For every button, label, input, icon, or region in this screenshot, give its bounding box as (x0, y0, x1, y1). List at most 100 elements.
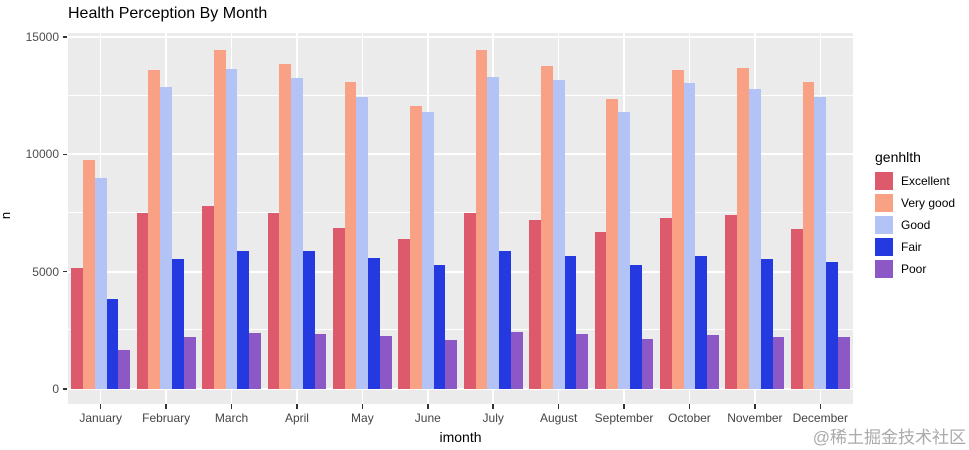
bar-very-good (540, 66, 553, 389)
x-axis-title: imonth (439, 429, 482, 445)
x-axis-tick-label: January (79, 411, 123, 425)
legend-swatch-icon (875, 216, 893, 234)
bar-fair (629, 264, 642, 389)
bar-excellent (267, 213, 280, 389)
gridline-major (68, 388, 853, 390)
bar-fair (106, 298, 119, 389)
bar-very-good (410, 106, 422, 389)
bar-excellent (398, 238, 411, 389)
bar-fair (172, 258, 184, 389)
bar-excellent (71, 268, 84, 389)
legend: genhlth Excellent Very good Good Fair Poor (875, 149, 955, 282)
bar-excellent (594, 231, 607, 389)
bar-excellent (790, 229, 803, 389)
bar-good (683, 82, 696, 389)
bar-poor (183, 337, 196, 389)
y-axis-tick-label: 10000 (25, 147, 59, 162)
gridline-minor (68, 94, 853, 96)
gridline-major (68, 270, 853, 273)
bar-fair (433, 264, 446, 389)
bar-poor (118, 350, 131, 389)
x-axis-tick-label: February (142, 411, 191, 425)
x-axis-tick (623, 404, 625, 409)
bar-fair (368, 257, 381, 389)
bar-very-good (802, 81, 815, 389)
x-axis-tick (165, 404, 167, 409)
bar-excellent (725, 215, 738, 389)
legend-swatch-icon (875, 238, 893, 256)
legend-item-label: Good (901, 218, 931, 232)
legend-swatch-icon (875, 260, 893, 278)
bar-good (94, 177, 107, 389)
y-axis-tick (63, 388, 67, 390)
bar-very-good (279, 64, 292, 389)
x-axis-tick-label: June (414, 411, 441, 425)
x-axis-tick (296, 404, 298, 409)
legend-item-poor: Poor (875, 260, 955, 278)
bar-very-good (344, 81, 357, 389)
bar-good (748, 88, 761, 389)
y-axis-tick-label: 5000 (32, 264, 59, 279)
bar-very-good (148, 69, 161, 389)
x-axis-tick (492, 404, 494, 409)
y-axis-tick (63, 36, 67, 38)
bar-good (814, 96, 827, 389)
y-axis-tick (63, 270, 67, 273)
bar-very-good (671, 69, 684, 389)
bar-poor (380, 336, 392, 389)
bar-excellent (332, 228, 345, 389)
bar-excellent (529, 220, 541, 389)
bar-good (225, 68, 238, 389)
legend-item-label: Fair (901, 240, 922, 254)
gridline-major (68, 36, 853, 38)
legend-item-good: Good (875, 216, 955, 234)
y-axis-tick-label: 0 (52, 382, 59, 396)
bar-fair (302, 250, 315, 389)
bar-poor (445, 339, 458, 389)
bar-poor (772, 337, 785, 389)
x-axis-tick-label: December (792, 411, 848, 425)
bar-good (487, 76, 500, 389)
legend-swatch-icon (875, 194, 893, 212)
bar-poor (249, 332, 261, 389)
gridline-minor (68, 329, 853, 331)
y-axis-title: n (0, 212, 13, 219)
bar-excellent (136, 213, 149, 389)
x-axis-tick (819, 404, 822, 409)
legend-item-label: Excellent (901, 174, 950, 188)
bar-good (421, 112, 434, 389)
legend-swatch-icon (875, 172, 893, 190)
bar-fair (237, 250, 250, 389)
bar-fair (695, 256, 708, 389)
x-axis-tick (230, 404, 233, 409)
plot-panel (68, 33, 853, 404)
x-axis-tick (557, 404, 560, 409)
bar-very-good (606, 99, 619, 389)
x-axis-tick (688, 404, 691, 409)
bar-fair (760, 258, 773, 389)
legend-item-fair: Fair (875, 238, 955, 256)
bar-very-good (83, 160, 95, 389)
legend-items: Excellent Very good Good Fair Poor (875, 172, 955, 278)
legend-item-label: Very good (901, 196, 956, 210)
bar-good (291, 78, 303, 389)
x-axis-tick-label: March (214, 411, 249, 425)
bar-good (160, 87, 172, 389)
bar-very-good (737, 67, 749, 389)
y-axis-tick (63, 153, 67, 156)
bar-very-good (475, 49, 488, 389)
x-axis-tick-label: September (594, 411, 654, 425)
x-axis-tick-label: November (727, 411, 783, 425)
x-axis-tick (427, 404, 429, 409)
bar-fair (564, 256, 577, 389)
y-axis-tick-label: 15000 (25, 30, 59, 44)
bar-excellent (463, 213, 476, 389)
bar-fair (826, 262, 838, 389)
bar-good (618, 112, 630, 389)
legend-item-excellent: Excellent (875, 172, 955, 190)
x-axis-tick-label: July (482, 411, 504, 425)
bar-poor (510, 331, 523, 389)
bar-excellent (202, 205, 214, 389)
bar-very-good (213, 49, 226, 389)
